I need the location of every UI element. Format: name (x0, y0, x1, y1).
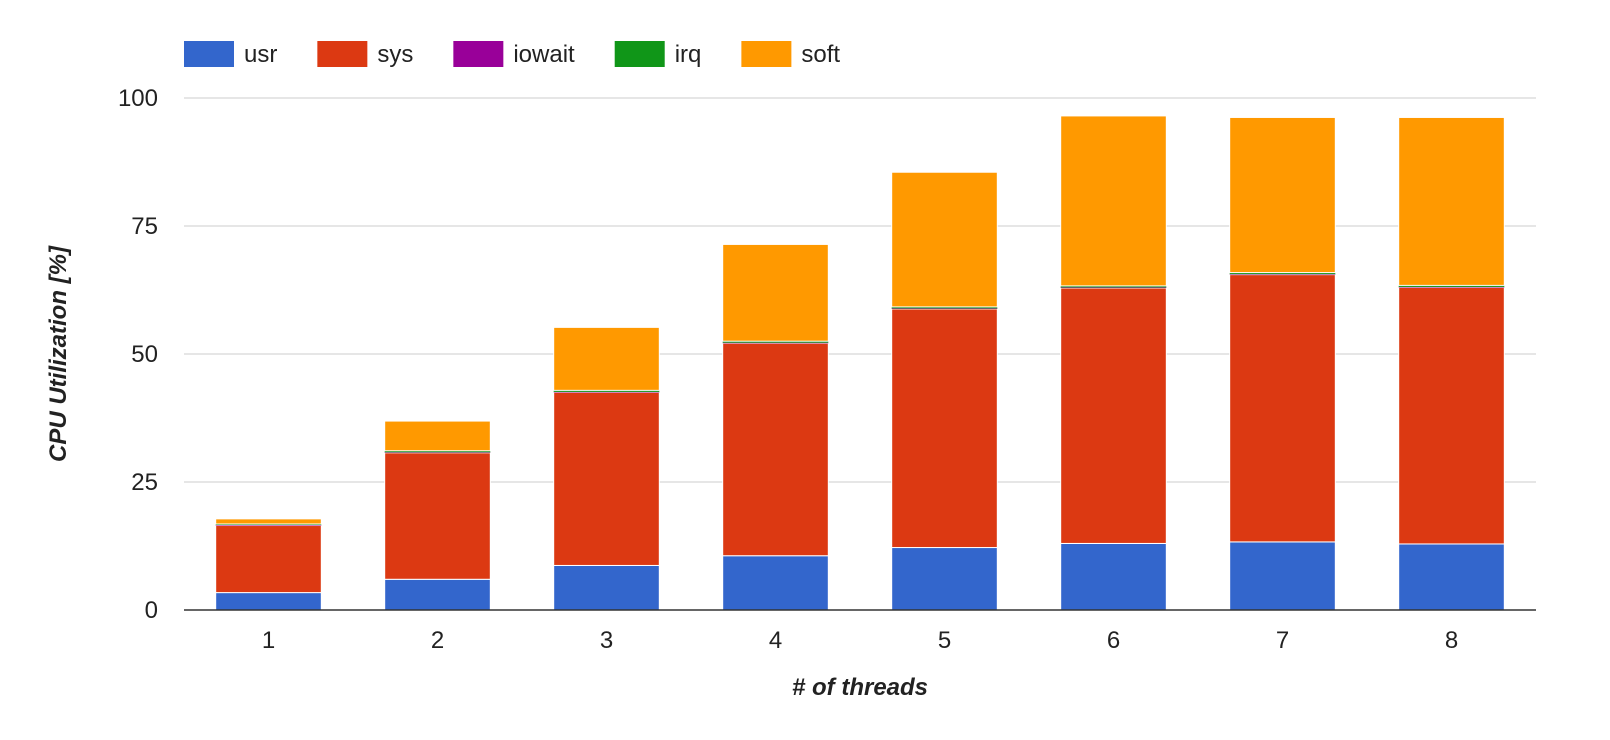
legend-label-irq: irq (675, 41, 702, 68)
bar-segment-irq (722, 341, 829, 343)
y-tick-label: 50 (131, 341, 158, 368)
x-axis-ticks: 1 2 3 4 5 6 7 8 (262, 627, 1458, 654)
bar-segment-usr (1229, 541, 1336, 611)
bar-segment-soft (1060, 115, 1167, 287)
bar-segment-irq (1229, 272, 1336, 275)
legend-label-iowait: iowait (513, 41, 575, 68)
bar-segment-sys (1060, 287, 1167, 544)
bar-segment-usr (891, 547, 998, 611)
bar-segment-sys (891, 308, 998, 549)
legend-label-usr: usr (244, 41, 277, 68)
x-tick-label: 8 (1445, 627, 1458, 654)
x-tick-label: 2 (431, 627, 444, 654)
legend: usr sys iowait irq soft (184, 41, 840, 68)
bar-segment-iowait (891, 308, 998, 309)
x-tick-label: 4 (769, 627, 782, 654)
bar-segment-usr (722, 555, 829, 611)
bar-segment-usr (1060, 542, 1167, 611)
bar-segment-irq (1060, 285, 1167, 288)
bar-segment-soft (553, 326, 660, 391)
bar-segment-usr (553, 564, 660, 611)
bar-segment-soft (1398, 116, 1505, 286)
bar-segment-sys (384, 452, 491, 580)
x-tick-label: 5 (938, 627, 951, 654)
bar-segment-iowait (553, 391, 660, 393)
bar-segment-irq (215, 523, 322, 526)
legend-swatch-iowait (453, 41, 504, 67)
y-axis-ticks: 0 25 50 75 100 (118, 85, 158, 624)
bar-segment-iowait (722, 342, 829, 344)
x-tick-label: 6 (1107, 627, 1120, 654)
y-tick-label: 0 (145, 597, 158, 624)
bar-segment-usr (384, 578, 491, 611)
bar-segment-usr (215, 592, 322, 611)
bar-segment-iowait (384, 452, 491, 453)
x-tick-label: 7 (1276, 627, 1289, 654)
bars (215, 115, 1505, 611)
x-tick-label: 3 (600, 627, 613, 654)
bar-segment-sys (1229, 274, 1336, 543)
legend-label-sys: sys (377, 41, 413, 68)
bar-segment-sys (722, 342, 829, 557)
legend-swatch-usr (184, 41, 234, 67)
legend-swatch-sys (317, 41, 368, 67)
legend-label-soft: soft (801, 41, 840, 68)
bar-segment-irq (891, 306, 998, 309)
bar-segment-soft (722, 243, 829, 342)
bar-segment-soft (215, 518, 322, 525)
bar-segment-sys (215, 525, 322, 594)
bar-segment-irq (553, 390, 660, 392)
legend-swatch-soft (741, 41, 792, 67)
y-axis-title: CPU Utilization [%] (45, 245, 72, 462)
legend-swatch-irq (614, 41, 665, 67)
bar-segment-usr (1398, 543, 1505, 611)
y-tick-label: 75 (131, 213, 158, 240)
y-tick-label: 100 (118, 85, 158, 112)
bar-segment-iowait (1060, 287, 1167, 288)
x-tick-label: 1 (262, 627, 275, 654)
bar-segment-soft (891, 171, 998, 308)
bar-segment-sys (553, 391, 660, 566)
bar-segment-soft (384, 420, 491, 452)
bar-segment-iowait (1229, 274, 1336, 275)
bar-segment-soft (1229, 116, 1336, 274)
y-tick-label: 25 (131, 469, 158, 496)
bar-segment-sys (1398, 286, 1505, 545)
x-axis-title: # of threads (792, 674, 928, 701)
bar-segment-iowait (215, 525, 322, 526)
bar-segment-irq (1398, 285, 1505, 287)
bar-segment-irq (384, 450, 491, 453)
bar-segment-iowait (1398, 286, 1505, 288)
